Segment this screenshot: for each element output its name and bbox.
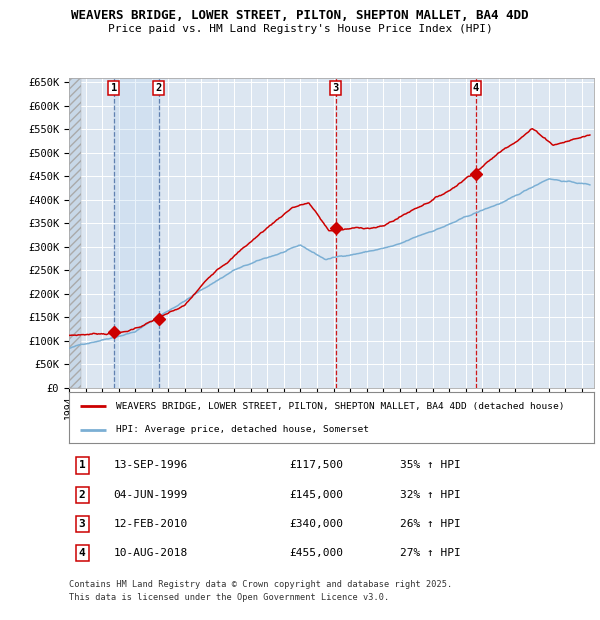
- Text: 04-JUN-1999: 04-JUN-1999: [113, 490, 188, 500]
- Text: 4: 4: [473, 83, 479, 93]
- Text: 35% ↑ HPI: 35% ↑ HPI: [400, 461, 461, 471]
- Text: 1: 1: [79, 461, 86, 471]
- Text: 1: 1: [110, 83, 117, 93]
- Text: 10-AUG-2018: 10-AUG-2018: [113, 548, 188, 558]
- Text: 27% ↑ HPI: 27% ↑ HPI: [400, 548, 461, 558]
- Text: £455,000: £455,000: [290, 548, 343, 558]
- Text: HPI: Average price, detached house, Somerset: HPI: Average price, detached house, Some…: [116, 425, 369, 434]
- Text: £145,000: £145,000: [290, 490, 343, 500]
- Text: £117,500: £117,500: [290, 461, 343, 471]
- Text: Contains HM Land Registry data © Crown copyright and database right 2025.: Contains HM Land Registry data © Crown c…: [69, 580, 452, 589]
- Text: WEAVERS BRIDGE, LOWER STREET, PILTON, SHEPTON MALLET, BA4 4DD (detached house): WEAVERS BRIDGE, LOWER STREET, PILTON, SH…: [116, 402, 565, 410]
- Text: 2: 2: [79, 490, 86, 500]
- Text: 13-SEP-1996: 13-SEP-1996: [113, 461, 188, 471]
- Text: £340,000: £340,000: [290, 519, 343, 529]
- Text: 3: 3: [79, 519, 86, 529]
- Text: 2: 2: [155, 83, 162, 93]
- Text: WEAVERS BRIDGE, LOWER STREET, PILTON, SHEPTON MALLET, BA4 4DD: WEAVERS BRIDGE, LOWER STREET, PILTON, SH…: [71, 9, 529, 22]
- Text: 12-FEB-2010: 12-FEB-2010: [113, 519, 188, 529]
- Text: 32% ↑ HPI: 32% ↑ HPI: [400, 490, 461, 500]
- Text: 3: 3: [332, 83, 338, 93]
- Text: This data is licensed under the Open Government Licence v3.0.: This data is licensed under the Open Gov…: [69, 593, 389, 603]
- Text: 26% ↑ HPI: 26% ↑ HPI: [400, 519, 461, 529]
- Bar: [114, 78, 158, 388]
- Text: 4: 4: [79, 548, 86, 558]
- Text: Price paid vs. HM Land Registry's House Price Index (HPI): Price paid vs. HM Land Registry's House …: [107, 24, 493, 33]
